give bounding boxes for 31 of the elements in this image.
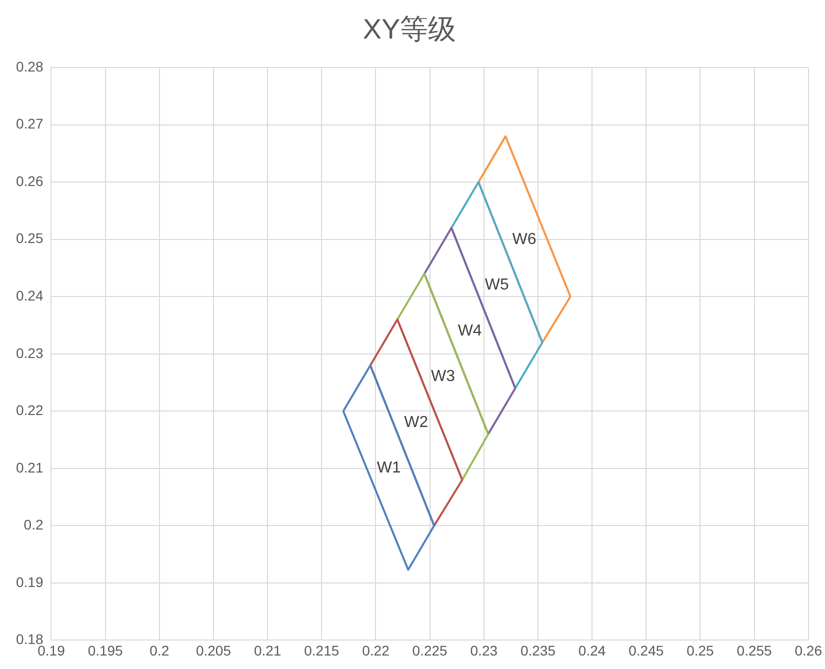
- x-tick-label: 0.195: [88, 642, 124, 658]
- x-tick-label: 0.245: [628, 642, 664, 658]
- x-tick-label: 0.205: [196, 642, 232, 658]
- x-tick-label: 0.215: [304, 642, 340, 658]
- series-label: W3: [430, 368, 456, 386]
- x-tick-label: 0.25: [686, 642, 714, 658]
- series-label: W5: [484, 276, 509, 294]
- y-tick-label: 0.28: [16, 58, 44, 74]
- y-tick-label: 0.2: [24, 516, 44, 533]
- y-tick-label: 0.21: [16, 459, 44, 476]
- y-tick-label: 0.26: [16, 172, 44, 189]
- x-tick-label: 0.24: [578, 642, 606, 658]
- y-tick-label: 0.23: [16, 344, 44, 361]
- x-tick-label: 0.21: [254, 642, 282, 658]
- y-tick-label: 0.22: [16, 402, 44, 418]
- x-tick-label: 0.255: [736, 642, 772, 658]
- y-tick-label: 0.27: [16, 116, 44, 132]
- x-tick-label: 0.235: [520, 642, 556, 658]
- series-label: W1: [376, 460, 401, 477]
- y-tick-label: 0.24: [16, 288, 44, 304]
- x-tick-label: 0.23: [470, 642, 498, 658]
- series-label: W2: [404, 414, 428, 432]
- series-label: W6: [512, 230, 536, 248]
- x-tick-label: 0.26: [794, 642, 822, 658]
- series-label: W4: [458, 322, 482, 340]
- x-tick-label: 0.2: [150, 642, 170, 658]
- y-tick-label: 0.19: [16, 574, 44, 590]
- x-tick-label: 0.22: [362, 642, 390, 658]
- y-tick-label: 0.25: [16, 230, 44, 246]
- chart-title: XY等级: [362, 14, 456, 45]
- x-tick-label: 0.225: [412, 642, 448, 658]
